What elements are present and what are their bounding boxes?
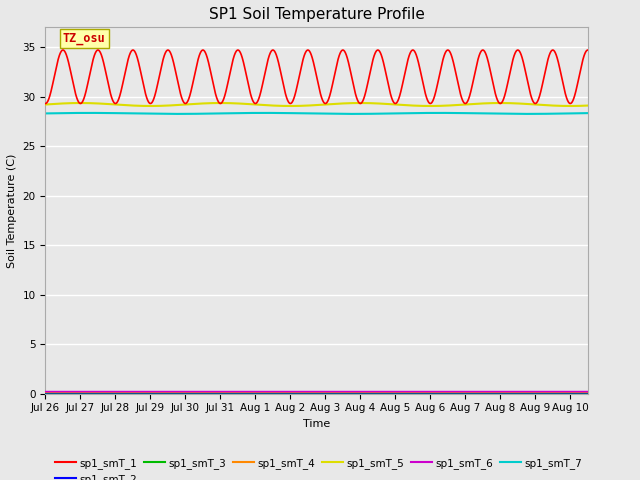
Text: TZ_osu: TZ_osu: [63, 33, 106, 46]
sp1_smT_1: [394, 97, 402, 103]
sp1_smT_6: [249, 389, 257, 395]
sp1_smT_4: [42, 389, 49, 395]
sp1_smT_7: [85, 110, 93, 116]
sp1_smT_1: [488, 73, 495, 79]
sp1_smT_5: [446, 103, 454, 108]
sp1_smT_4: [140, 389, 148, 395]
sp1_smT_5: [140, 103, 148, 109]
sp1_smT_1: [367, 66, 374, 72]
sp1_smT_7: [140, 111, 148, 117]
sp1_smT_5: [566, 103, 574, 109]
sp1_smT_3: [367, 390, 374, 396]
sp1_smT_7: [249, 110, 257, 116]
sp1_smT_1: [249, 97, 257, 103]
sp1_smT_2: [488, 390, 495, 396]
sp1_smT_6: [488, 389, 495, 395]
sp1_smT_2: [42, 390, 49, 396]
sp1_smT_5: [42, 102, 49, 108]
sp1_smT_4: [367, 389, 374, 395]
Line: sp1_smT_1: sp1_smT_1: [45, 50, 588, 104]
sp1_smT_1: [140, 84, 148, 90]
sp1_smT_5: [497, 100, 504, 106]
sp1_smT_7: [394, 110, 402, 116]
sp1_smT_4: [394, 389, 402, 395]
sp1_smT_2: [446, 390, 454, 396]
sp1_smT_6: [367, 389, 374, 395]
sp1_smT_7: [42, 110, 49, 116]
sp1_smT_4: [249, 389, 257, 395]
sp1_smT_2: [367, 390, 374, 396]
sp1_smT_2: [584, 390, 591, 396]
sp1_smT_5: [394, 102, 402, 108]
sp1_smT_3: [42, 390, 49, 396]
Legend: sp1_smT_1, sp1_smT_2, sp1_smT_3, sp1_smT_4, sp1_smT_5, sp1_smT_6, sp1_smT_7: sp1_smT_1, sp1_smT_2, sp1_smT_3, sp1_smT…: [51, 454, 587, 480]
sp1_smT_2: [249, 390, 257, 396]
sp1_smT_5: [249, 101, 257, 107]
sp1_smT_5: [367, 100, 374, 106]
sp1_smT_1: [42, 101, 49, 107]
sp1_smT_5: [584, 103, 591, 108]
sp1_smT_4: [584, 389, 591, 395]
sp1_smT_4: [488, 389, 495, 395]
sp1_smT_6: [584, 389, 591, 395]
sp1_smT_1: [584, 47, 591, 53]
Line: sp1_smT_5: sp1_smT_5: [45, 103, 588, 106]
sp1_smT_3: [584, 390, 591, 396]
sp1_smT_7: [447, 110, 454, 116]
Y-axis label: Soil Temperature (C): Soil Temperature (C): [7, 153, 17, 268]
sp1_smT_6: [446, 389, 454, 395]
Title: SP1 Soil Temperature Profile: SP1 Soil Temperature Profile: [209, 7, 424, 22]
sp1_smT_2: [394, 390, 402, 396]
sp1_smT_1: [446, 49, 454, 55]
sp1_smT_3: [446, 390, 454, 396]
sp1_smT_4: [446, 389, 454, 395]
sp1_smT_5: [488, 100, 495, 106]
sp1_smT_6: [140, 389, 148, 395]
sp1_smT_3: [140, 390, 148, 396]
sp1_smT_7: [584, 110, 591, 116]
sp1_smT_7: [367, 111, 375, 117]
Line: sp1_smT_7: sp1_smT_7: [45, 113, 588, 114]
sp1_smT_3: [249, 390, 257, 396]
sp1_smT_3: [394, 390, 402, 396]
sp1_smT_2: [140, 390, 148, 396]
sp1_smT_7: [488, 111, 495, 117]
sp1_smT_3: [488, 390, 495, 396]
sp1_smT_7: [348, 111, 355, 117]
sp1_smT_6: [42, 389, 49, 395]
sp1_smT_6: [394, 389, 402, 395]
X-axis label: Time: Time: [303, 419, 330, 429]
